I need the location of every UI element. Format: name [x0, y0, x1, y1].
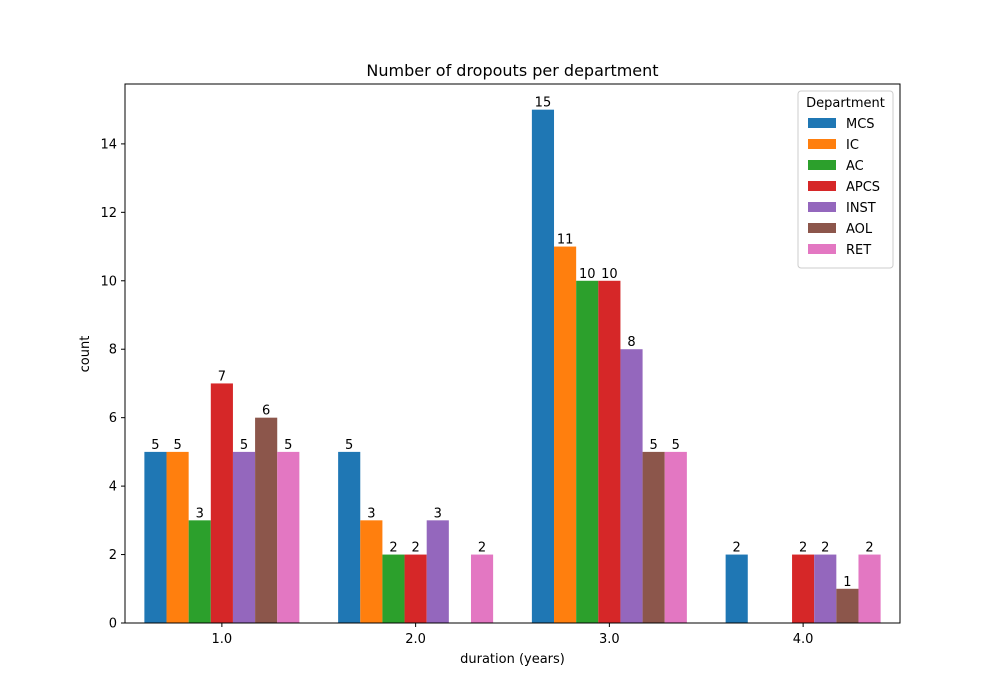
x-tick-label: 3.0 [599, 632, 620, 647]
bar-inst-4.0 [814, 554, 837, 623]
data-label: 2 [799, 541, 807, 556]
bar-apcs-1.0 [210, 383, 233, 623]
legend-title: Department [806, 96, 885, 111]
bar-ac-1.0 [188, 520, 211, 623]
bar-ac-2.0 [382, 554, 405, 623]
y-axis-label: count [78, 336, 93, 373]
data-label: 5 [240, 438, 248, 453]
data-label: 7 [218, 369, 226, 384]
bar-ret-3.0 [664, 451, 687, 623]
bar-mcs-1.0 [144, 451, 167, 623]
bar-apcs-3.0 [598, 280, 621, 623]
legend: Department MCS IC AC APCS INST AOL RET [797, 90, 894, 269]
y-tick-label: 6 [109, 411, 117, 426]
bar-inst-2.0 [426, 520, 449, 623]
legend-swatch-ac [808, 160, 836, 170]
data-label: 15 [535, 96, 552, 111]
data-label: 5 [284, 438, 292, 453]
legend-swatch-inst [808, 202, 836, 212]
legend-label-apcs: APCS [846, 180, 880, 195]
data-label: 2 [389, 541, 397, 556]
legend-label-inst: INST [846, 201, 876, 216]
bar-ret-2.0 [470, 554, 494, 623]
bar-mcs-3.0 [531, 109, 555, 624]
data-label: 11 [557, 233, 574, 248]
bar-aol-4.0 [836, 588, 859, 623]
bar-ic-3.0 [554, 246, 577, 623]
x-tick-label: 4.0 [793, 632, 814, 647]
bar-ac-3.0 [576, 280, 599, 623]
y-tick-label: 2 [109, 548, 117, 563]
legend-label-ic: IC [846, 138, 859, 153]
bar-ret-1.0 [277, 451, 300, 623]
legend-swatch-apcs [808, 181, 836, 191]
bar-inst-1.0 [232, 451, 256, 623]
y-tick-label: 4 [109, 480, 117, 495]
data-label: 2 [478, 541, 486, 556]
legend-label-aol: AOL [846, 222, 873, 237]
bar-inst-3.0 [620, 349, 643, 623]
y-tick-label: 0 [109, 617, 117, 632]
y-tick-label: 8 [109, 343, 117, 358]
data-label: 2 [865, 541, 873, 556]
bar-mcs-2.0 [338, 451, 361, 623]
data-label: 2 [733, 541, 741, 556]
legend-label-ac: AC [846, 159, 864, 174]
y-tick-label: 12 [100, 206, 117, 221]
data-label: 10 [579, 267, 596, 282]
bar-ret-4.0 [858, 554, 881, 623]
legend-swatch-ret [808, 244, 836, 254]
data-label: 5 [151, 438, 159, 453]
bar-aol-3.0 [642, 451, 665, 623]
data-label: 10 [601, 267, 618, 282]
data-label: 6 [262, 404, 270, 419]
x-tick-label: 2.0 [405, 632, 426, 647]
bar-ic-2.0 [360, 520, 383, 623]
data-label: 5 [345, 438, 353, 453]
data-label: 5 [173, 438, 181, 453]
x-tick-label: 1.0 [212, 632, 233, 647]
data-label: 3 [434, 506, 442, 521]
data-label: 5 [672, 438, 680, 453]
bar-aol-1.0 [255, 417, 278, 623]
bars-group [144, 109, 881, 624]
data-label: 8 [627, 335, 635, 350]
bar-mcs-4.0 [725, 554, 748, 623]
legend-swatch-aol [808, 223, 836, 233]
x-axis-label: duration (years) [460, 652, 565, 667]
legend-swatch-ic [808, 139, 836, 149]
legend-swatch-mcs [808, 118, 836, 128]
plot-frame [124, 83, 901, 624]
data-label: 3 [196, 506, 204, 521]
data-label: 2 [821, 541, 829, 556]
bar-ic-1.0 [166, 451, 189, 623]
data-label: 5 [650, 438, 658, 453]
legend-label-mcs: MCS [846, 117, 875, 132]
bar-apcs-2.0 [404, 554, 427, 623]
bar-apcs-4.0 [792, 554, 815, 623]
data-label: 3 [367, 506, 375, 521]
legend-label-ret: RET [846, 243, 871, 258]
data-label: 1 [843, 575, 851, 590]
y-tick-label: 10 [100, 274, 117, 289]
data-label: 2 [411, 541, 419, 556]
chart-title: Number of dropouts per department [366, 61, 658, 80]
y-tick-label: 14 [100, 137, 117, 152]
